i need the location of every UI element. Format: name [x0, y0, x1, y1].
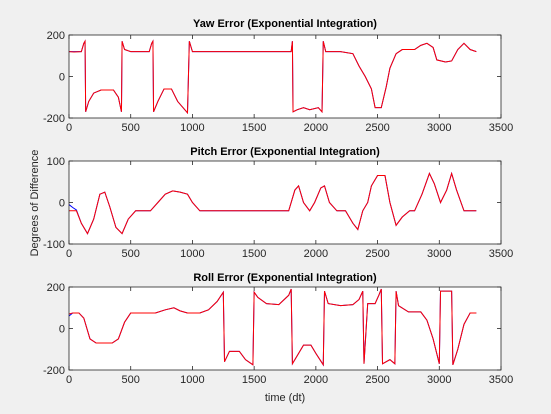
roll-y-tick-label: 200	[47, 282, 65, 294]
roll-x-tick-label: 2000	[304, 374, 328, 386]
roll-x-tick-label: 0	[66, 374, 72, 386]
roll-series-line-red	[69, 288, 477, 367]
yaw-y-tick-label: -200	[43, 113, 65, 125]
pitch-x-tick-label: 3000	[427, 248, 451, 260]
roll-x-tick-label: 2500	[365, 374, 389, 386]
yaw-y-tick-label: 200	[47, 30, 65, 42]
yaw-x-tick-label: 2000	[304, 122, 328, 134]
yaw-y-tick-label: 0	[59, 72, 65, 84]
roll-y-tick-label: -200	[43, 365, 65, 377]
yaw-error-axes: Yaw Error (Exponential Integration) 0 500…	[43, 18, 513, 134]
pitch-x-tick-label: 500	[122, 248, 140, 260]
yaw-x-tick-label: 3000	[427, 122, 451, 134]
pitch-y-tick-label: 0	[59, 198, 65, 210]
roll-chart-title: Roll Error (Exponential Integration)	[193, 272, 377, 284]
yaw-x-tick-label: 1500	[242, 122, 266, 134]
pitch-series-line-red	[69, 171, 477, 235]
yaw-x-tick-label: 0	[66, 122, 72, 134]
roll-x-tick-label: 3500	[489, 374, 513, 386]
pitch-x-tick-label: 2000	[304, 248, 328, 260]
yaw-x-tick-label: 1000	[180, 122, 204, 134]
pitch-plot-area	[69, 161, 501, 244]
pitch-chart-title: Pitch Error (Exponential Integration)	[190, 146, 380, 158]
roll-x-tick-label: 500	[122, 374, 140, 386]
yaw-plot-area	[69, 35, 501, 118]
yaw-chart-title: Yaw Error (Exponential Integration)	[193, 18, 377, 30]
pitch-error-axes: Pitch Error (Exponential Integration) 0 5…	[43, 146, 513, 260]
yaw-series-line-red	[69, 39, 477, 115]
roll-x-tick-label: 1000	[180, 374, 204, 386]
shared-x-axis-label: time (dt)	[265, 392, 305, 404]
roll-x-tick-label: 1500	[242, 374, 266, 386]
roll-plot-area	[69, 287, 501, 370]
pitch-y-tick-label: 100	[47, 156, 65, 168]
shared-y-axis-label: Degrees of Difference	[29, 150, 41, 257]
roll-x-tick-label: 3000	[427, 374, 451, 386]
roll-error-axes: Roll Error (Exponential Integration) 0 50…	[43, 272, 513, 386]
pitch-x-tick-label: 1500	[242, 248, 266, 260]
pitch-y-tick-label: -100	[43, 239, 65, 251]
roll-y-tick-label: 0	[59, 324, 65, 336]
pitch-x-tick-label: 2500	[365, 248, 389, 260]
yaw-x-tick-label: 500	[122, 122, 140, 134]
yaw-x-tick-label: 2500	[365, 122, 389, 134]
pitch-x-tick-label: 3500	[489, 248, 513, 260]
yaw-x-tick-label: 3500	[489, 122, 513, 134]
pitch-x-tick-label: 1000	[180, 248, 204, 260]
pitch-x-tick-label: 0	[66, 248, 72, 260]
